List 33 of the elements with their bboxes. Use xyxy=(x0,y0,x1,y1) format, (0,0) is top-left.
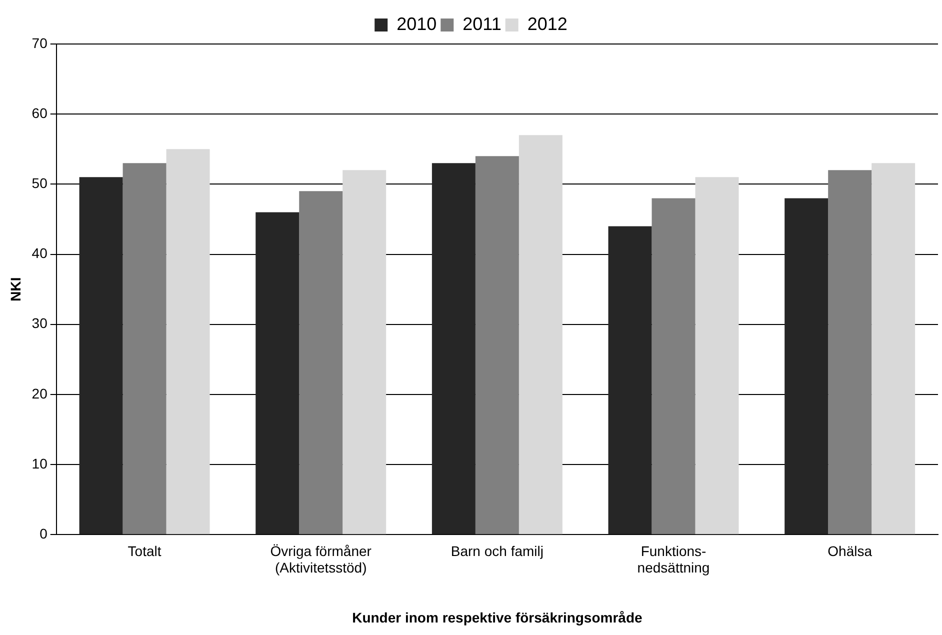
x-tick-label: Totalt xyxy=(128,542,162,559)
bar xyxy=(122,163,166,534)
bar xyxy=(166,149,210,534)
y-tick-label: 10 xyxy=(32,455,48,472)
bar xyxy=(518,135,562,534)
bar xyxy=(256,212,300,534)
y-tick-label: 0 xyxy=(40,525,48,542)
x-tick-label: Övriga förmåner (Aktivitetsstöd) xyxy=(270,542,372,576)
legend-label: 2011 xyxy=(462,14,502,34)
x-tick-label: Ohälsa xyxy=(828,542,872,559)
bar xyxy=(299,191,343,534)
bar xyxy=(608,226,652,534)
y-tick-label: 30 xyxy=(32,315,48,332)
y-tick-label: 60 xyxy=(32,104,48,121)
legend-label: 2010 xyxy=(396,14,437,34)
bar xyxy=(342,170,386,534)
bar xyxy=(475,156,519,534)
y-tick-label: 70 xyxy=(32,34,48,51)
bar xyxy=(784,198,828,534)
x-axis-title: Kunder inom respektive försäkringsområde xyxy=(352,609,642,626)
bar xyxy=(79,177,123,534)
y-tick-label: 50 xyxy=(32,175,48,192)
x-tick-label: Barn och familj xyxy=(450,542,544,559)
y-tick-label: 40 xyxy=(32,245,48,262)
legend-label: 2012 xyxy=(527,14,568,34)
bar xyxy=(652,198,696,534)
x-tick-label: Funktions- nedsättning xyxy=(637,542,710,576)
y-axis-title: NKI xyxy=(7,277,24,302)
bar xyxy=(432,163,476,534)
bar xyxy=(695,177,739,534)
y-tick-label: 20 xyxy=(32,385,48,402)
bar xyxy=(872,163,916,534)
bar xyxy=(828,170,872,534)
